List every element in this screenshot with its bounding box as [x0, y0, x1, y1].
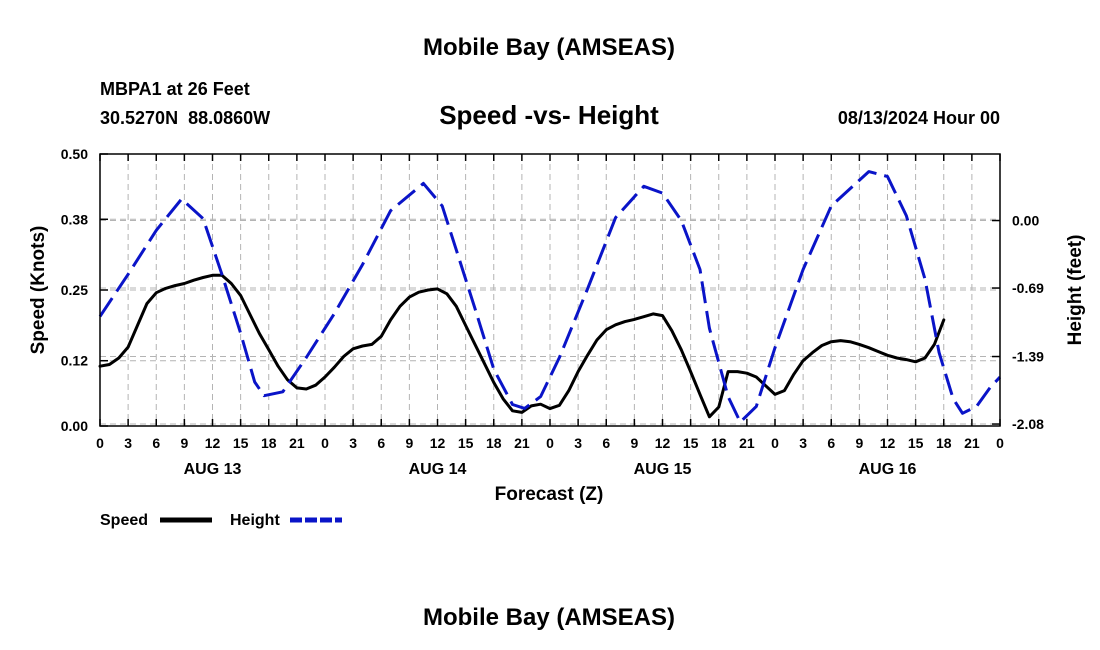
x-tick-label: 15: [233, 435, 249, 451]
chart-title: Speed -vs- Height: [439, 100, 659, 130]
x-tick-label: 18: [486, 435, 502, 451]
x-tick-label: 15: [683, 435, 699, 451]
series-line-height: [98, 170, 1002, 424]
x-tick-label: 9: [630, 435, 638, 451]
x-tick-label: 12: [430, 435, 446, 451]
x-tick-label: 9: [855, 435, 863, 451]
x-tick-label: 6: [152, 435, 160, 451]
y-left-tick-label: 0.25: [61, 282, 88, 298]
coordinates-label: 30.5270N 88.0860W: [100, 108, 270, 128]
x-tick-label: 18: [711, 435, 727, 451]
legend-label-height: Height: [230, 512, 280, 529]
x-tick-label: 6: [602, 435, 610, 451]
x-tick-label: 0: [321, 435, 329, 451]
x-tick-label: 0: [96, 435, 104, 451]
y-right-tick-label: -1.39: [1012, 349, 1044, 365]
x-tick-label: 12: [655, 435, 671, 451]
x-tick-label: 12: [880, 435, 896, 451]
x-tick-label: 21: [514, 435, 530, 451]
y-right-tick-label: -0.69: [1012, 280, 1044, 296]
x-day-label: AUG 15: [634, 461, 692, 478]
x-tick-label: 9: [405, 435, 413, 451]
forecast-datetime: 08/13/2024 Hour 00: [838, 108, 1000, 128]
x-tick-label: 15: [458, 435, 474, 451]
y-left-tick-label: 0.00: [61, 418, 88, 434]
x-day-label: AUG 13: [184, 461, 242, 478]
y-axis-right-title: Height (feet): [1065, 235, 1086, 346]
station-label: MBPA1 at 26 Feet: [100, 79, 250, 99]
page-title: Mobile Bay (AMSEAS): [423, 34, 675, 61]
y-left-tick-label: 0.12: [61, 353, 88, 369]
x-tick-label: 9: [180, 435, 188, 451]
x-axis-title: Forecast (Z): [495, 484, 604, 505]
x-tick-label: 12: [205, 435, 221, 451]
y-axis-left-title: Speed (Knots): [28, 226, 49, 355]
x-tick-label: 18: [936, 435, 952, 451]
x-tick-label: 0: [996, 435, 1004, 451]
x-day-label: AUG 16: [859, 461, 917, 478]
x-tick-label: 3: [799, 435, 807, 451]
x-tick-label: 18: [261, 435, 277, 451]
legend: Speed Height: [100, 512, 342, 529]
x-tick-label: 21: [739, 435, 755, 451]
x-tick-label: 0: [771, 435, 779, 451]
legend-label-speed: Speed: [100, 512, 148, 529]
y-left-tick-label: 0.38: [61, 211, 88, 227]
x-tick-label: 21: [289, 435, 305, 451]
grid: [100, 154, 1000, 426]
y-left-tick-label: 0.50: [61, 146, 88, 162]
x-tick-label: 15: [908, 435, 924, 451]
y-right-tick-label: -2.08: [1012, 416, 1044, 432]
y-right-tick-label: 0.00: [1012, 213, 1039, 229]
series-line-speed: [98, 273, 946, 419]
x-tick-label: 21: [964, 435, 980, 451]
x-tick-label: 3: [574, 435, 582, 451]
x-tick-label: 0: [546, 435, 554, 451]
x-day-label: AUG 14: [409, 461, 467, 478]
x-tick-label: 3: [124, 435, 132, 451]
x-tick-label: 6: [377, 435, 385, 451]
x-tick-label: 3: [349, 435, 357, 451]
x-tick-label: 6: [827, 435, 835, 451]
axes: [99, 153, 1001, 427]
footer-title: Mobile Bay (AMSEAS): [423, 604, 675, 631]
series: [98, 170, 1002, 424]
tick-labels: 0 3 6 9 12 15 18 21 0 3 6 9 12 15 18 21 0 3 6 9 12 15 18 21 0 3 6 9…: [61, 146, 1044, 478]
